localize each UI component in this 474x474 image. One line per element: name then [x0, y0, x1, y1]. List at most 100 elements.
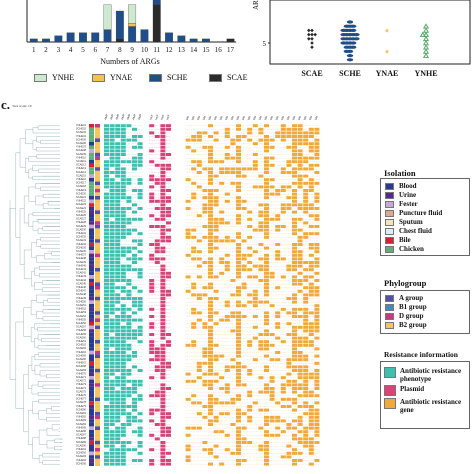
heatmap-cell [208, 178, 213, 182]
isolation-cell [89, 322, 94, 326]
phylogroup-cell [95, 192, 100, 196]
isolation-cell [89, 250, 94, 254]
heatmap-cell [241, 426, 247, 430]
heatmap-cell [185, 228, 191, 232]
heatmap-cell [132, 228, 137, 232]
isolation-cell [89, 293, 94, 297]
heatmap-cell [258, 268, 264, 272]
heatmap-cell [160, 203, 166, 207]
heatmap-cell [269, 376, 275, 380]
heatmap-cell [219, 210, 225, 214]
heatmap-cell [230, 279, 236, 282]
phylogroup-cell [95, 304, 100, 308]
heatmap-cell [120, 444, 126, 448]
heatmap-cell [241, 383, 247, 387]
heatmap-cell [247, 394, 253, 398]
heatmap-cell [137, 297, 143, 300]
heatmap-cell [154, 207, 160, 210]
heatmap-cell [292, 257, 297, 261]
heatmap-cell [208, 196, 213, 200]
heatmap-cell [191, 246, 197, 250]
heatmap-cell [154, 257, 160, 261]
heatmap-cell [115, 142, 121, 146]
heatmap-cell [202, 145, 208, 149]
heatmap-cell [126, 387, 132, 390]
heatmap-cell [115, 235, 121, 239]
heatmap-cell [160, 325, 166, 329]
heatmap-cell [202, 415, 208, 419]
heatmap-cell [297, 250, 303, 254]
heatmap-cell [109, 203, 115, 207]
heatmap-cell [104, 300, 109, 304]
strain-label: SCHE65 [76, 353, 87, 357]
heatmap-cell [208, 347, 213, 351]
heatmap-cell [258, 228, 264, 232]
heatmap-cell [149, 408, 155, 412]
heatmap-cell [269, 397, 275, 401]
heatmap-cell [213, 239, 219, 243]
strain-label: YNHE10 [76, 155, 87, 159]
heatmap-cell [241, 286, 247, 290]
heatmap-cell [308, 214, 314, 218]
heatmap-cell [120, 401, 126, 405]
heatmap-cell [137, 217, 143, 221]
strain-label: SCHE05 [76, 137, 87, 141]
heatmap-cell [314, 271, 320, 275]
heatmap-cell [115, 160, 121, 164]
heatmap-cell [120, 304, 126, 308]
heatmap-cell [104, 210, 109, 214]
heatmap-cell [120, 325, 126, 329]
heatmap-cell [314, 311, 320, 315]
heatmap-cell [115, 268, 121, 272]
heatmap-cell [109, 444, 115, 448]
heatmap-cell [280, 131, 286, 135]
heatmap-cell [132, 415, 137, 419]
strain-label: SCAE27 [76, 217, 87, 221]
heatmap-cell [308, 340, 314, 344]
heatmap-cell [314, 286, 320, 290]
heatmap-cell [264, 124, 269, 128]
heatmap-cell [264, 462, 269, 466]
heatmap-cell [109, 304, 115, 308]
heatmap-cell [308, 390, 314, 394]
heatmap-cell [236, 135, 241, 138]
heatmap-cell [109, 354, 115, 358]
heatmap-cell [120, 271, 126, 275]
column-header: bla [269, 115, 274, 120]
heatmap-cell [275, 426, 281, 430]
heatmap-cell [104, 282, 109, 286]
strain-label: YNHE37 [76, 253, 87, 257]
heatmap-cell [208, 462, 213, 466]
heatmap-cell [308, 275, 314, 279]
heatmap-cell [104, 451, 109, 455]
heatmap-cell [115, 253, 121, 257]
heatmap-cell [224, 448, 230, 452]
heatmap-cell [286, 372, 292, 376]
heatmap-cell [269, 379, 275, 383]
heatmap-cell [166, 153, 171, 156]
heatmap-cell [208, 225, 213, 228]
heatmap-cell [303, 192, 309, 196]
heatmap-cell [104, 322, 109, 326]
heatmap-cell [308, 243, 314, 246]
heatmap-cell [115, 408, 121, 412]
x-tick-label: 9 [130, 46, 134, 54]
heatmap-cell [292, 156, 297, 160]
heatmap-cell [258, 185, 264, 189]
heatmap-cell [137, 192, 143, 196]
strain-label: SCHE74 [76, 386, 87, 390]
heatmap-cell [115, 286, 121, 290]
strain-label: SCAE66 [76, 357, 87, 361]
heatmap-cell [314, 441, 320, 444]
heatmap-cell [132, 203, 137, 207]
heatmap-cell [109, 149, 115, 153]
strain-label: SCHE68 [76, 364, 87, 368]
strain-label: SCHE08 [76, 148, 87, 152]
heatmap-cell [120, 394, 126, 398]
heatmap-cell [275, 415, 281, 419]
heatmap-cell [137, 318, 143, 322]
heatmap-cell [160, 289, 166, 293]
heatmap-cell [115, 383, 121, 387]
heatmap-cell [115, 271, 121, 275]
heatmap-cell [314, 307, 320, 311]
